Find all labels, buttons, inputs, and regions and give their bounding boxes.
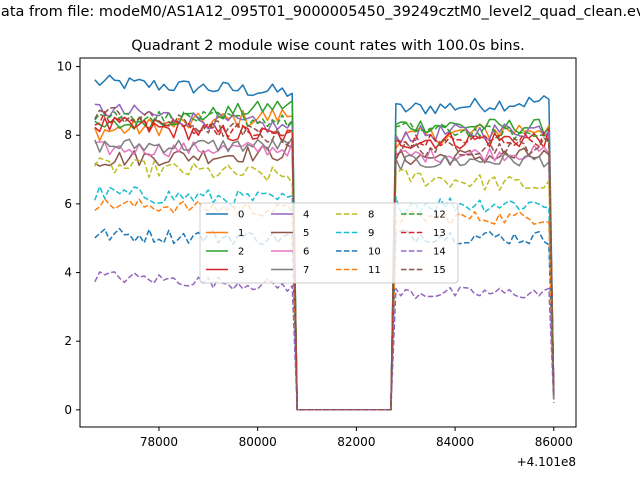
legend-label-3: 3	[238, 265, 244, 276]
y-tick-label: 8	[64, 128, 72, 142]
figure-suptitle: Data from file: modeM0/AS1A12_095T01_900…	[0, 4, 640, 20]
series-line-15	[94, 106, 555, 411]
legend-label-14: 14	[433, 247, 446, 258]
y-tick-label: 0	[64, 403, 72, 417]
legend-label-7: 7	[303, 265, 309, 276]
legend-label-10: 10	[368, 247, 381, 258]
legend-label-4: 4	[303, 210, 309, 221]
legend-label-2: 2	[238, 247, 244, 258]
legend-label-12: 12	[433, 210, 446, 221]
legend-label-11: 11	[368, 265, 381, 276]
y-tick-label: 2	[64, 334, 72, 348]
x-offset-label: +4.101e8	[517, 455, 576, 469]
legend-label-13: 13	[433, 228, 446, 239]
plot-frame	[79, 57, 577, 428]
x-tick-label: 82000	[337, 435, 375, 449]
x-tick-label: 80000	[239, 435, 277, 449]
y-tick-label: 6	[64, 197, 72, 211]
series-layer	[94, 74, 555, 411]
x-tick-label: 84000	[436, 435, 474, 449]
x-tick-label: 78000	[140, 435, 178, 449]
y-tick-label: 10	[57, 60, 72, 74]
legend-label-5: 5	[303, 228, 309, 239]
legend-box	[199, 202, 459, 284]
x-axis: 78000 80000 82000 84000 86000	[140, 427, 573, 449]
y-tick-label: 4	[64, 266, 72, 280]
series-line-12	[94, 110, 555, 411]
legend-label-1: 1	[238, 228, 244, 239]
legend-label-6: 6	[303, 247, 309, 258]
legend-label-9: 9	[368, 228, 374, 239]
x-tick-label: 86000	[535, 435, 573, 449]
legend-label-0: 0	[238, 210, 244, 221]
legend-label-8: 8	[368, 210, 374, 221]
y-axis: 0 2 4 6 8 10	[57, 60, 80, 417]
legend-label-15: 15	[433, 265, 446, 276]
chart-title: Quadrant 2 module wise count rates with …	[131, 38, 525, 54]
